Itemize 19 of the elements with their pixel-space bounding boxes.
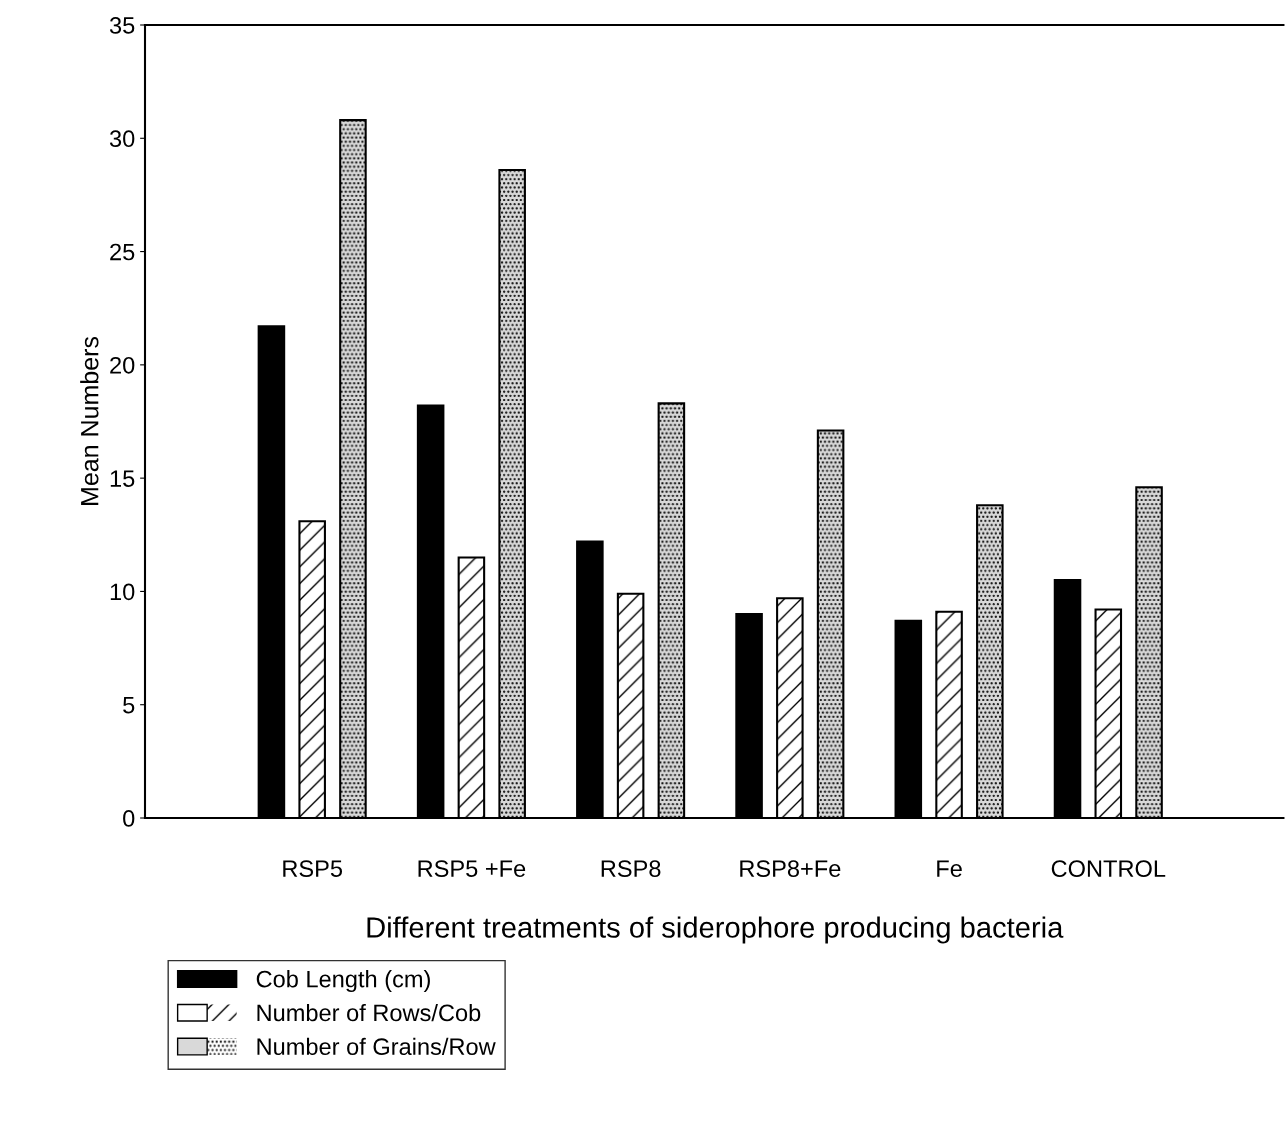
y-axis-title: Mean Numbers (80, 336, 99, 505)
x-tick-label: RSP5 +Fe (418, 860, 526, 878)
x-tick-label: CONTROL (1051, 860, 1166, 878)
x-axis-title: Different treatments of siderophore producing bacteria (367, 916, 1064, 944)
x-tick-label: RSP8 (601, 860, 661, 878)
y-tick-label: 35 (109, 17, 135, 34)
y-tick-label: 30 (109, 130, 135, 148)
y-tick-label: 15 (110, 470, 135, 487)
legend-label: Number of Rows/Cob (257, 1003, 481, 1022)
y-tick-label: 0 (123, 810, 135, 827)
y-tick-label: 25 (110, 243, 135, 261)
y-tick-label: 20 (110, 356, 135, 374)
y-tick-label: 5 (123, 697, 135, 714)
y-tick-label: 10 (110, 583, 135, 601)
x-tick-label: RSP5 (283, 860, 343, 878)
legend-label: Cob Length (cm) (256, 970, 430, 993)
x-tick-label: RSP8+Fe (740, 860, 841, 878)
legend-label: Number of Grains/Row (257, 1037, 496, 1056)
x-tick-label: Fe (937, 860, 962, 878)
